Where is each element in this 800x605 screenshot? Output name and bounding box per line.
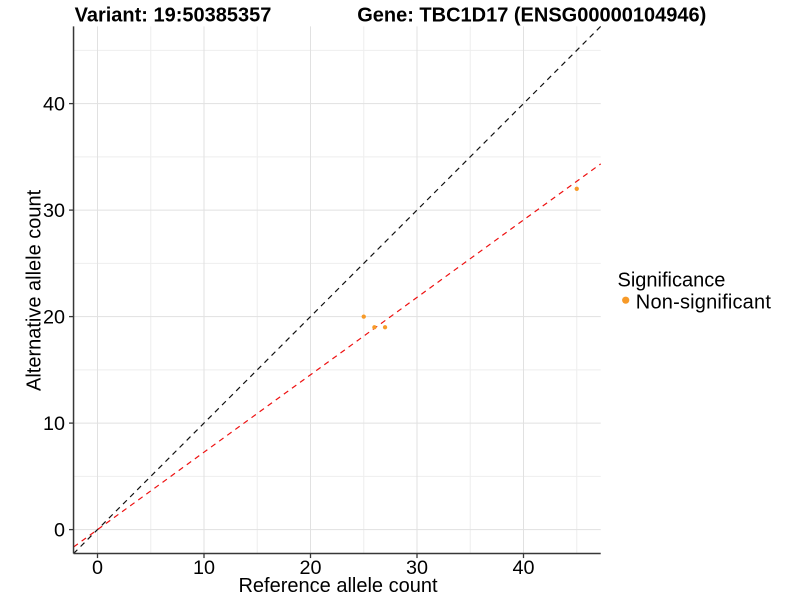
svg-text:Gene: TBC1D17 (ENSG00000104946: Gene: TBC1D17 (ENSG00000104946): [357, 5, 706, 27]
svg-text:Alternative allele count: Alternative allele count: [23, 189, 45, 391]
svg-text:Significance: Significance: [618, 269, 726, 291]
svg-text:0: 0: [92, 557, 103, 579]
svg-text:Reference allele count: Reference allele count: [238, 575, 437, 597]
svg-text:Non-significant: Non-significant: [636, 292, 772, 314]
svg-text:40: 40: [43, 94, 65, 116]
svg-text:30: 30: [43, 200, 65, 222]
svg-text:40: 40: [512, 557, 534, 579]
svg-text:20: 20: [299, 557, 321, 579]
svg-text:20: 20: [43, 307, 65, 329]
svg-text:0: 0: [54, 520, 65, 542]
svg-text:10: 10: [43, 413, 65, 435]
svg-text:Variant: 19:50385357: Variant: 19:50385357: [75, 5, 272, 27]
svg-text:30: 30: [406, 557, 428, 579]
svg-text:10: 10: [193, 557, 215, 579]
